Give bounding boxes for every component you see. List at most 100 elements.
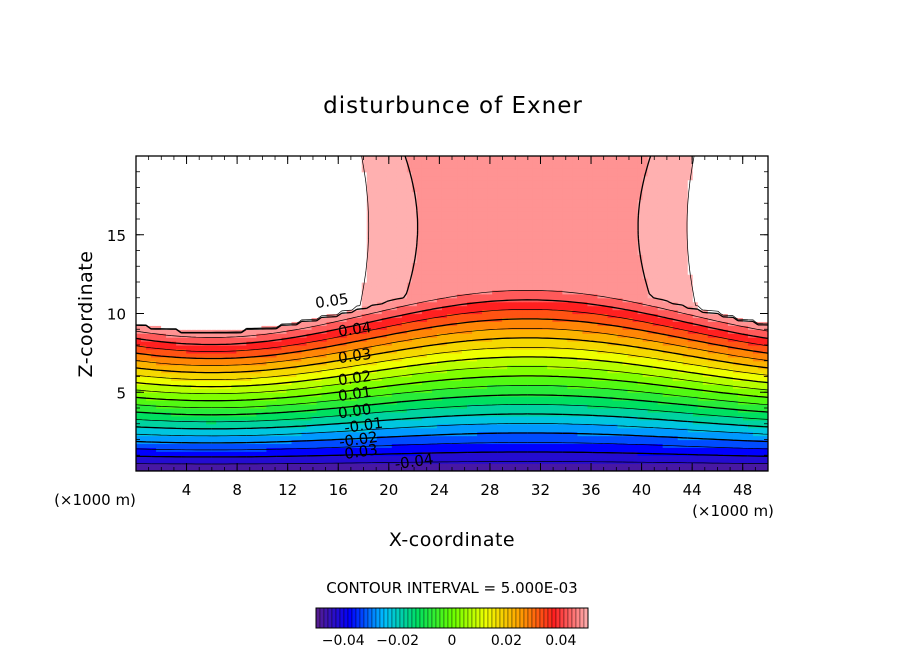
contour-cell: [477, 419, 483, 425]
contour-cell: [381, 345, 388, 350]
contour-cell: [261, 408, 268, 413]
contour-cell: [146, 376, 152, 382]
contour-cell: [722, 317, 729, 322]
contour-cell: [517, 415, 523, 421]
contour-cell: [542, 368, 548, 374]
contour-cell: [241, 352, 247, 358]
contour-cell: [717, 455, 724, 460]
contour-cell: [537, 400, 543, 405]
contour-cell: [296, 408, 303, 413]
contour-cell: [271, 435, 278, 441]
contour-cell: [221, 380, 227, 385]
contour-cell: [577, 368, 584, 374]
contour-cell: [627, 435, 634, 441]
contour-cell: [281, 345, 288, 350]
contour-cell: [206, 400, 212, 405]
contour-cell: [732, 447, 739, 452]
contour-cell: [477, 463, 483, 468]
contour-cell: [401, 368, 408, 374]
contour-cell: [411, 408, 418, 413]
contour-cell: [166, 443, 172, 448]
contour-cell: [562, 400, 568, 405]
contour-cell: [291, 463, 298, 468]
contour-cell: [502, 321, 508, 326]
contour-cell: [542, 380, 548, 385]
contour-cell: [186, 360, 192, 366]
contour-cell: [396, 345, 403, 350]
contour-cell: [391, 388, 398, 393]
contour-cell: [431, 447, 438, 452]
contour-cell: [532, 427, 538, 433]
contour-cell: [502, 345, 508, 350]
contour-cell: [206, 333, 212, 338]
contour-cell: [457, 333, 463, 338]
contour-cell: [492, 467, 498, 471]
contour-cell: [176, 380, 182, 385]
contour-cell: [256, 360, 262, 366]
contour-cell: [702, 360, 709, 366]
contour-cell: [161, 337, 167, 342]
contour-cell: [687, 439, 694, 445]
contour-cell: [592, 435, 599, 441]
contour-cell: [742, 435, 749, 441]
contour-cell: [411, 459, 418, 464]
contour-cell: [492, 439, 498, 445]
contour-cell: [622, 352, 629, 358]
contour-cell: [401, 467, 408, 471]
contour-cell: [416, 408, 423, 413]
contour-cell: [171, 451, 177, 456]
contour-cell: [652, 325, 659, 330]
contour-cell: [296, 419, 303, 425]
contour-cell: [446, 455, 453, 460]
contour-cell: [221, 439, 227, 445]
contour-cell: [271, 321, 278, 326]
contour-cell: [376, 380, 383, 385]
contour-cell: [316, 439, 323, 445]
contour-cell: [592, 400, 599, 405]
contour-cell: [587, 348, 594, 354]
contour-cell: [667, 337, 674, 342]
contour-cell: [196, 404, 202, 409]
contour-cell: [246, 459, 252, 464]
contour-cell: [602, 345, 609, 350]
contour-cell: [552, 368, 558, 374]
contour-cell: [316, 435, 323, 441]
contour-cell: [697, 431, 704, 437]
contour-cell: [457, 408, 463, 413]
contour-cell: [572, 423, 578, 429]
contour-cell: [281, 404, 288, 409]
contour-cell: [286, 404, 293, 409]
contour-cell: [151, 400, 157, 405]
contour-cell: [627, 423, 634, 429]
contour-cell: [567, 451, 573, 456]
contour-cell: [482, 396, 488, 401]
contour-cell: [446, 352, 453, 358]
contour-cell: [416, 427, 423, 433]
contour-cell: [662, 423, 669, 429]
contour-cell: [452, 372, 458, 378]
contour-cell: [371, 404, 378, 409]
contour-cell: [221, 459, 227, 464]
contour-cell: [507, 348, 513, 354]
contour-cell: [677, 372, 684, 378]
contour-cell: [582, 400, 589, 405]
contour-cell: [452, 411, 458, 417]
contour-cell: [206, 313, 212, 319]
contour-cell: [722, 408, 729, 413]
contour-cell: [762, 443, 768, 448]
contour-cell: [136, 384, 142, 389]
contour-cell: [376, 419, 383, 425]
contour-cell: [527, 400, 533, 405]
contour-cell: [702, 376, 709, 382]
contour-cell: [226, 435, 232, 441]
contour-cell: [512, 333, 518, 338]
contour-cell: [146, 384, 152, 389]
contour-cell: [712, 443, 719, 448]
contour-cell: [497, 443, 503, 448]
contour-cell: [742, 329, 749, 334]
contour-cell: [196, 388, 202, 393]
contour-cell: [612, 356, 619, 362]
contour-cell: [747, 459, 754, 464]
contour-cell: [627, 455, 634, 460]
contour-cell: [592, 360, 599, 366]
